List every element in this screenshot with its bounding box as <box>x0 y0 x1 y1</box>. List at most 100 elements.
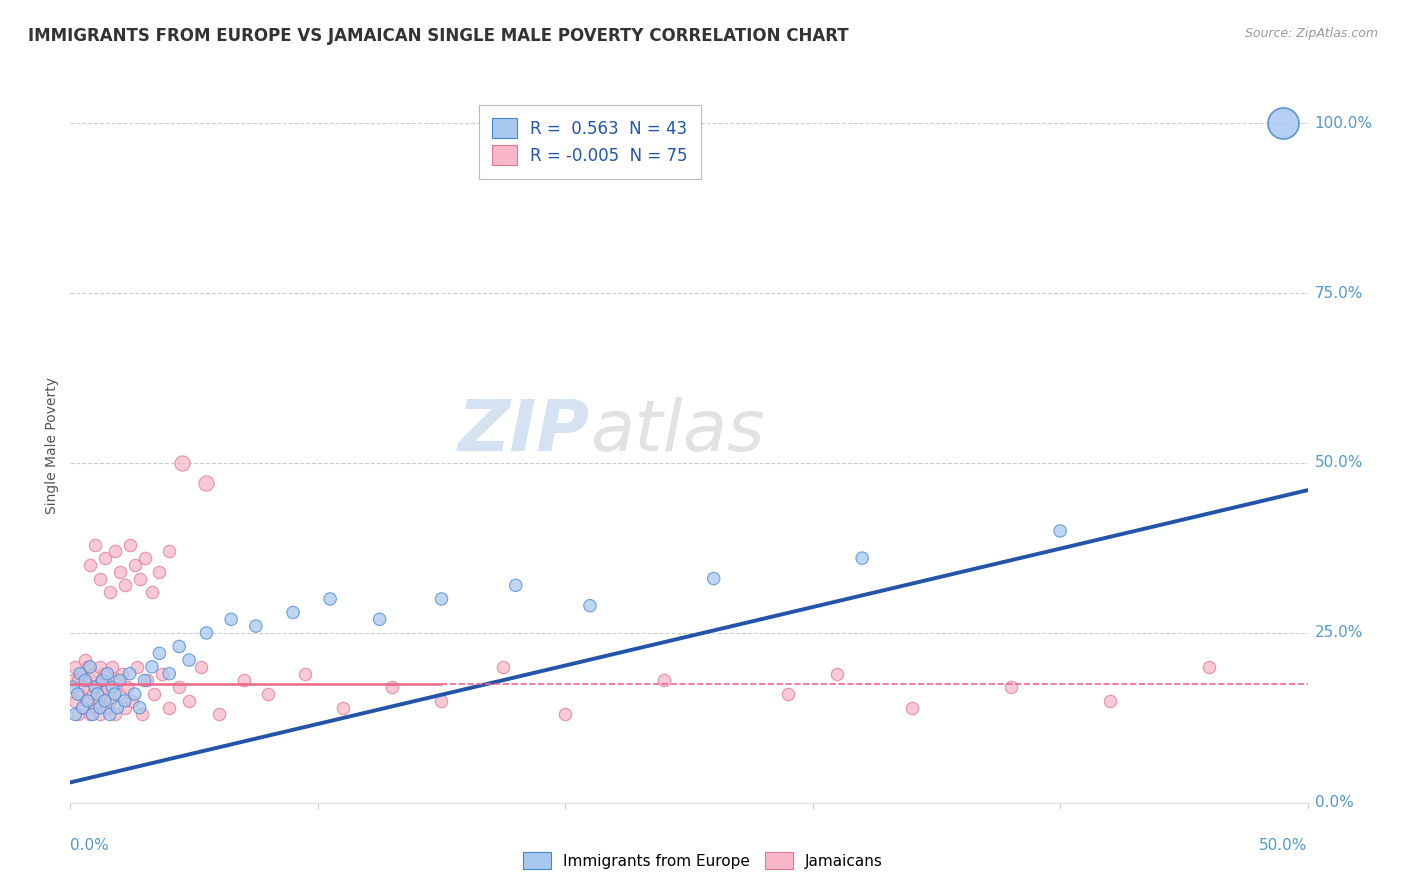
Point <box>62 680 84 694</box>
Point <box>75 673 97 688</box>
Point <box>76 694 98 708</box>
Text: 0.0%: 0.0% <box>1315 796 1354 810</box>
Point <box>82 687 104 701</box>
Point <box>96 666 118 681</box>
Text: atlas: atlas <box>591 397 765 467</box>
Point <box>167 640 190 654</box>
Point <box>177 694 200 708</box>
Point <box>136 673 159 688</box>
Point <box>84 680 107 694</box>
Point <box>157 666 180 681</box>
Point <box>82 707 104 722</box>
Point <box>1049 524 1071 538</box>
Point <box>96 700 118 714</box>
Text: Source: ZipAtlas.com: Source: ZipAtlas.com <box>1244 27 1378 40</box>
Point <box>1271 116 1294 130</box>
Point <box>96 680 118 694</box>
Point <box>114 700 136 714</box>
Point <box>94 551 117 566</box>
Point <box>65 694 87 708</box>
Point <box>124 687 146 701</box>
Point <box>98 694 121 708</box>
Point <box>430 694 453 708</box>
Point <box>167 680 190 694</box>
Point <box>195 626 218 640</box>
Point <box>104 544 127 558</box>
Point <box>75 680 97 694</box>
Point <box>84 680 107 694</box>
Point <box>91 673 114 688</box>
Point <box>1198 660 1220 674</box>
Point <box>79 558 101 572</box>
Point <box>157 544 180 558</box>
Point <box>65 660 87 674</box>
Point <box>1098 694 1121 708</box>
Point <box>91 673 114 688</box>
Point <box>79 673 101 688</box>
Point <box>115 680 138 694</box>
Point <box>69 687 91 701</box>
Point <box>86 687 108 701</box>
Point <box>118 537 141 551</box>
Point <box>89 707 111 722</box>
Point <box>827 666 849 681</box>
Point <box>652 673 675 688</box>
Point <box>108 673 131 688</box>
Point <box>232 673 254 688</box>
Text: IMMIGRANTS FROM EUROPE VS JAMAICAN SINGLE MALE POVERTY CORRELATION CHART: IMMIGRANTS FROM EUROPE VS JAMAICAN SINGL… <box>28 27 849 45</box>
Point <box>257 687 280 701</box>
Point <box>150 666 173 681</box>
Legend: Immigrants from Europe, Jamaicans: Immigrants from Europe, Jamaicans <box>517 846 889 875</box>
Point <box>492 660 515 674</box>
Point <box>134 673 156 688</box>
Point <box>66 687 89 701</box>
Point <box>128 572 150 586</box>
Point <box>505 578 527 592</box>
Point <box>65 707 87 722</box>
Point <box>121 694 143 708</box>
Point <box>148 565 170 579</box>
Point <box>1000 680 1022 694</box>
Text: 100.0%: 100.0% <box>1315 116 1372 131</box>
Point <box>98 585 121 599</box>
Point <box>554 707 576 722</box>
Point <box>76 660 98 674</box>
Point <box>89 572 111 586</box>
Point <box>79 660 101 674</box>
Point <box>79 707 101 722</box>
Point <box>72 700 94 714</box>
Point <box>579 599 602 613</box>
Point <box>108 687 131 701</box>
Point <box>170 456 193 470</box>
Point <box>900 700 922 714</box>
Legend: R =  0.563  N = 43, R = -0.005  N = 75: R = 0.563 N = 43, R = -0.005 N = 75 <box>478 104 702 178</box>
Point <box>89 700 111 714</box>
Point <box>143 687 166 701</box>
Point <box>75 653 97 667</box>
Point <box>157 700 180 714</box>
Point <box>141 585 163 599</box>
Point <box>131 707 153 722</box>
Point <box>101 660 124 674</box>
Point <box>108 565 131 579</box>
Point <box>381 680 404 694</box>
Point <box>118 666 141 681</box>
Point <box>105 700 128 714</box>
Point <box>72 700 94 714</box>
Point <box>84 537 107 551</box>
Point <box>91 687 114 701</box>
Point <box>104 687 127 701</box>
Point <box>281 606 304 620</box>
Point <box>66 707 89 722</box>
Point <box>851 551 873 566</box>
Point <box>98 707 121 722</box>
Point <box>66 673 89 688</box>
Point <box>430 591 453 606</box>
Text: 25.0%: 25.0% <box>1315 625 1362 640</box>
Point <box>703 572 725 586</box>
Point <box>124 558 146 572</box>
Point <box>94 666 117 681</box>
Point <box>104 707 127 722</box>
Text: 50.0%: 50.0% <box>1315 456 1362 470</box>
Point <box>128 700 150 714</box>
